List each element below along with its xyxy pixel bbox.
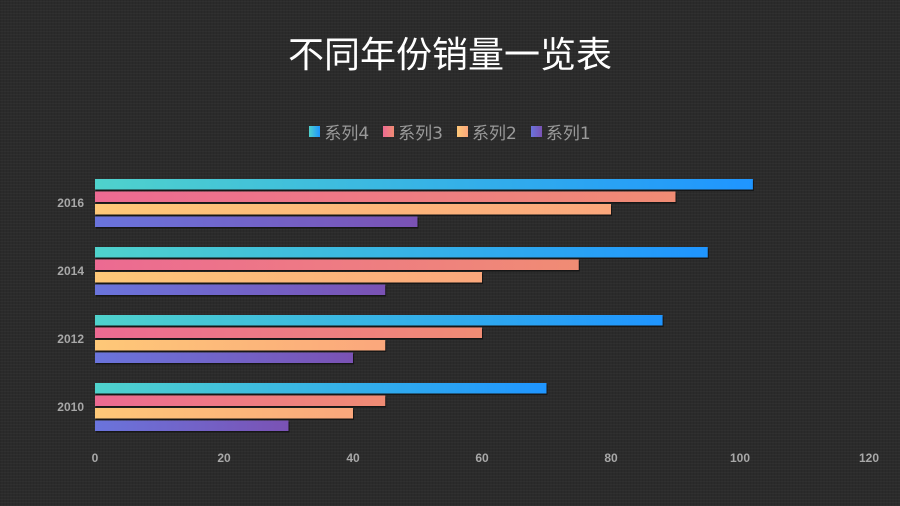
legend-swatch — [309, 126, 321, 137]
legend: 系列4 系列3 系列2 系列1 — [0, 119, 900, 144]
legend-item[interactable]: 系列2 — [457, 119, 517, 144]
x-tick-label: 60 — [475, 451, 489, 465]
bar[interactable] — [95, 327, 482, 339]
legend-label: 系列3 — [398, 124, 443, 144]
legend-swatch — [383, 126, 395, 137]
bar[interactable] — [95, 352, 353, 364]
legend-swatch — [530, 126, 542, 137]
chart-title: 不同年份销量一览表 — [287, 35, 612, 76]
category-label: 2016 — [57, 196, 84, 210]
bar[interactable] — [95, 247, 708, 258]
legend-swatch — [457, 126, 468, 137]
bar[interactable] — [95, 395, 386, 407]
legend-label: 系列4 — [324, 124, 370, 144]
bar[interactable] — [95, 259, 579, 271]
legend-label: 系列1 — [545, 124, 591, 144]
x-tick-label: 20 — [217, 451, 231, 465]
bar[interactable] — [95, 284, 386, 296]
category-label: 2014 — [57, 264, 84, 278]
legend-label: 系列2 — [472, 124, 517, 144]
bar[interactable] — [95, 383, 547, 394]
bar[interactable] — [95, 216, 418, 228]
bar[interactable] — [95, 420, 289, 432]
category-label: 2010 — [57, 400, 84, 414]
x-tick-label: 80 — [604, 451, 618, 465]
bar[interactable] — [95, 340, 386, 351]
legend-item[interactable]: 系列1 — [530, 119, 591, 144]
legend-item[interactable]: 系列3 — [383, 119, 443, 144]
bar[interactable] — [95, 408, 353, 419]
legend-item[interactable]: 系列4 — [309, 119, 369, 144]
bar[interactable] — [95, 179, 753, 190]
x-tick-label: 40 — [346, 451, 360, 465]
x-tick-label: 0 — [92, 451, 99, 465]
bar[interactable] — [95, 272, 482, 283]
x-tick-label: 100 — [730, 451, 750, 465]
bar[interactable] — [95, 191, 676, 203]
x-tick-label: 120 — [859, 451, 879, 465]
bar[interactable] — [95, 204, 611, 215]
category-label: 2012 — [57, 332, 84, 346]
bar[interactable] — [95, 315, 663, 326]
